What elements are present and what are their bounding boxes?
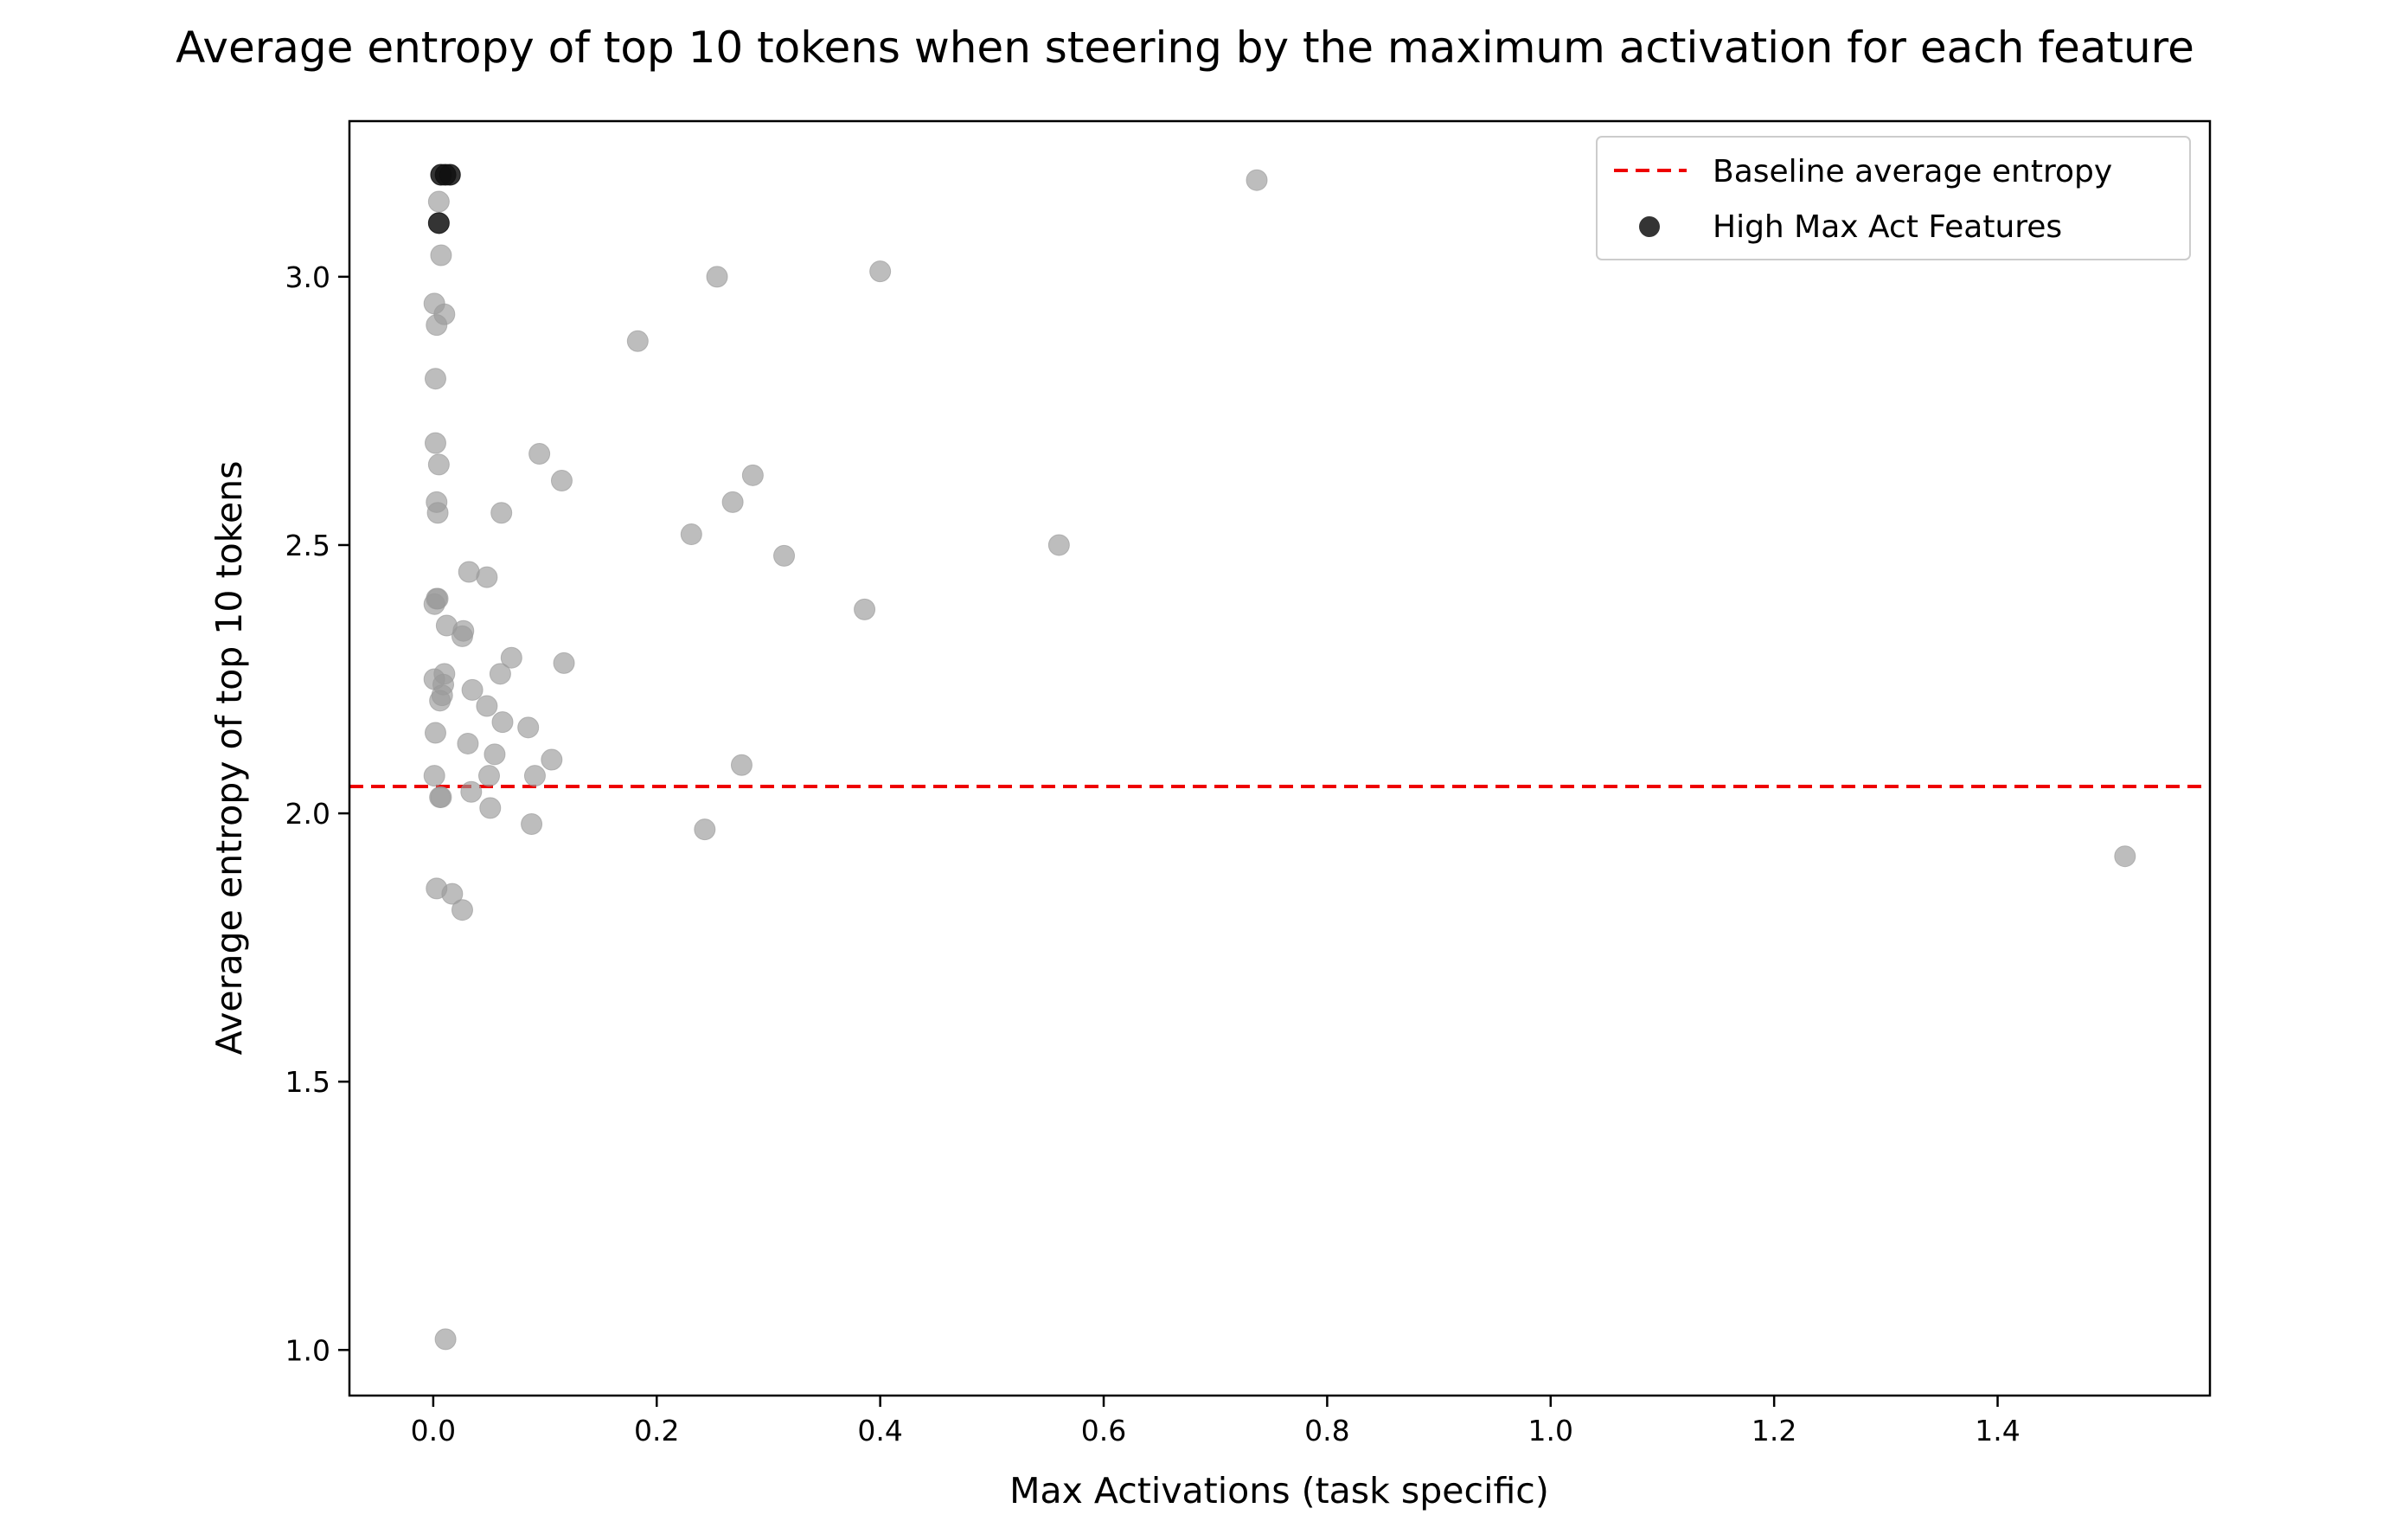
feature-point (523, 765, 546, 787)
feature-point (500, 646, 522, 669)
x-tick-label: 1.2 (1752, 1414, 1796, 1447)
y-tick-label: 1.0 (285, 1333, 330, 1367)
x-tick-label: 1.4 (1975, 1414, 2020, 1447)
y-tick-label: 2.5 (285, 529, 330, 562)
x-axis-label: Max Activations (task specific) (1009, 1470, 1549, 1512)
x-tick-label: 0.6 (1081, 1414, 1126, 1447)
x-tick-label: 0.4 (857, 1414, 902, 1447)
y-tick-label: 3.0 (285, 260, 330, 294)
feature-point (424, 432, 446, 454)
y-axis-ticks: 1.0 1.5 2.0 2.5 3.0 (285, 260, 349, 1367)
feature-point (521, 812, 543, 835)
x-tick-label: 1.0 (1528, 1414, 1573, 1447)
feature-point (427, 453, 450, 476)
data-points (423, 164, 2136, 1351)
feature-point (424, 722, 446, 744)
feature-point (626, 330, 649, 352)
x-axis-ticks: 0.0 0.2 0.4 0.6 0.8 1.0 1.2 1.4 (411, 1396, 2021, 1447)
feature-point (430, 786, 452, 808)
feature-point (528, 443, 551, 465)
feature-point (854, 598, 876, 620)
legend-high-max-act-swatch (1639, 216, 1660, 237)
x-tick-label: 0.2 (634, 1414, 679, 1447)
feature-point (427, 190, 450, 213)
feature-point (434, 1328, 457, 1351)
feature-point (706, 266, 728, 288)
feature-point (426, 502, 449, 524)
feature-point (451, 625, 473, 647)
feature-point (461, 678, 484, 701)
y-tick-label: 1.5 (285, 1065, 330, 1099)
x-tick-label: 0.8 (1304, 1414, 1349, 1447)
feature-point (460, 780, 483, 803)
legend: Baseline average entropy High Max Act Fe… (1596, 136, 2191, 260)
feature-point (477, 765, 500, 787)
feature-point (773, 544, 796, 567)
feature-point (457, 732, 479, 754)
feature-point (429, 690, 452, 712)
feature-point (1047, 534, 1070, 556)
feature-point (430, 244, 452, 266)
feature-point (441, 883, 464, 905)
high-max-act-point (439, 164, 461, 186)
feature-point (489, 663, 511, 685)
feature-point (869, 260, 892, 283)
feature-point (490, 502, 513, 524)
feature-point (553, 651, 575, 674)
feature-point (476, 566, 498, 588)
legend-high-max-act-label: High Max Act Features (1713, 209, 2062, 245)
feature-point (479, 797, 502, 819)
feature-point (694, 818, 716, 841)
feature-point (730, 754, 752, 776)
feature-point (476, 695, 498, 717)
feature-point (424, 368, 446, 390)
feature-point (426, 314, 448, 337)
feature-point (491, 711, 514, 734)
feature-point (741, 464, 764, 486)
feature-point (423, 593, 445, 615)
feature-point (541, 748, 563, 771)
feature-point (721, 491, 744, 513)
feature-point (484, 743, 506, 766)
feature-point (423, 765, 445, 787)
chart-title: Average entropy of top 10 tokens when st… (176, 22, 2194, 73)
feature-point (2114, 845, 2136, 868)
legend-box (1596, 136, 2191, 260)
feature-point (680, 523, 702, 546)
y-axis-label: Average entropy of top 10 tokens (208, 460, 250, 1055)
high-max-act-point (427, 212, 450, 234)
x-tick-label: 0.0 (411, 1414, 456, 1447)
feature-point (1246, 169, 1268, 191)
y-tick-label: 2.0 (285, 797, 330, 831)
legend-baseline-label: Baseline average entropy (1713, 154, 2112, 189)
plot-frame (348, 119, 2212, 1397)
feature-point (517, 716, 540, 739)
feature-point (550, 470, 573, 492)
feature-point (451, 899, 473, 921)
